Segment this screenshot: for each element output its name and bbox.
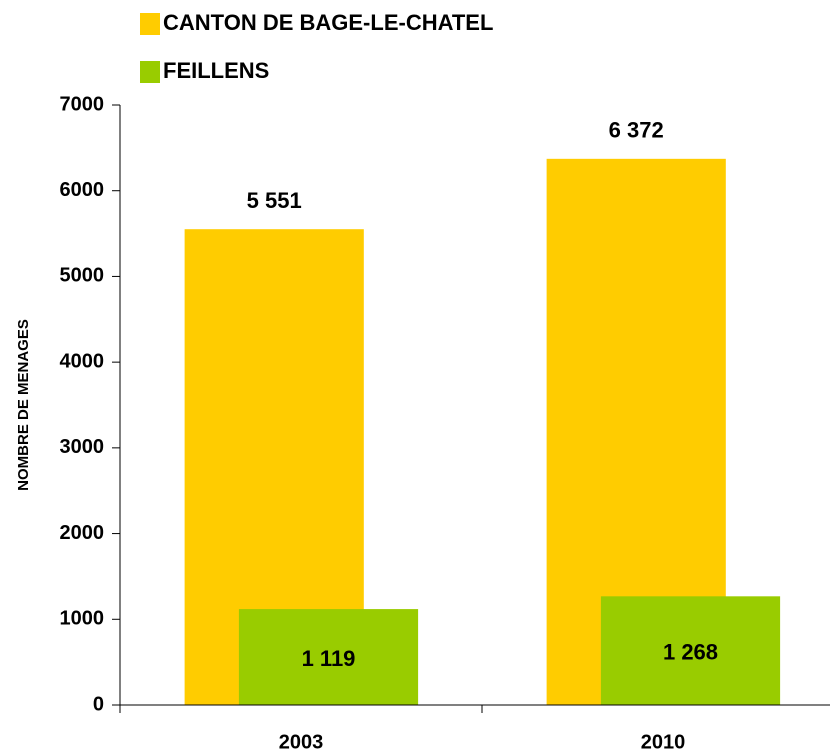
y-tick-label: 0 <box>93 693 104 715</box>
y-tick-label: 5000 <box>60 265 105 287</box>
y-tick-label: 2000 <box>60 522 105 544</box>
value-label: 1 119 <box>302 646 356 671</box>
y-tick-label: 1000 <box>60 608 105 630</box>
legend-label: CANTON DE BAGE-LE-CHATEL <box>163 10 493 35</box>
x-tick-label: 2003 <box>279 731 324 753</box>
value-label: 5 551 <box>247 188 302 213</box>
bar <box>238 609 419 705</box>
bar <box>600 596 781 705</box>
legend-label: FEILLENS <box>163 58 269 83</box>
y-tick-label: 4000 <box>60 350 105 372</box>
y-axis-label: NOMBRE DE MENAGES <box>15 319 32 491</box>
legend-swatch <box>140 61 160 83</box>
legend-swatch <box>140 13 160 35</box>
value-label: 6 372 <box>609 118 664 143</box>
y-tick-label: 6000 <box>60 179 105 201</box>
x-tick-label: 2010 <box>641 731 686 753</box>
value-label: 1 268 <box>663 639 718 664</box>
y-tick-label: 7000 <box>60 93 105 115</box>
y-tick-label: 3000 <box>60 436 105 458</box>
